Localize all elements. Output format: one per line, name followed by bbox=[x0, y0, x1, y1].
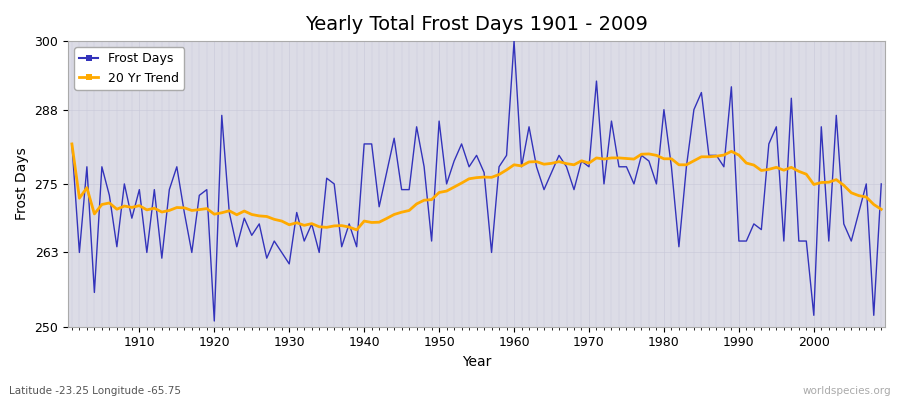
Frost Days bbox=[876, 182, 886, 186]
Frost Days bbox=[127, 216, 138, 220]
X-axis label: Year: Year bbox=[462, 355, 491, 369]
20 Yr Trend bbox=[292, 220, 302, 225]
Frost Days bbox=[524, 124, 535, 129]
20 Yr Trend bbox=[876, 207, 886, 212]
Frost Days bbox=[516, 164, 526, 169]
Text: worldspecies.org: worldspecies.org bbox=[803, 386, 891, 396]
20 Yr Trend bbox=[67, 142, 77, 146]
Frost Days bbox=[508, 39, 519, 44]
Frost Days bbox=[299, 239, 310, 244]
20 Yr Trend bbox=[351, 228, 362, 232]
Line: Frost Days: Frost Days bbox=[72, 41, 881, 321]
Line: 20 Yr Trend: 20 Yr Trend bbox=[72, 144, 881, 230]
20 Yr Trend bbox=[516, 164, 526, 168]
Text: Latitude -23.25 Longitude -65.75: Latitude -23.25 Longitude -65.75 bbox=[9, 386, 181, 396]
Frost Days bbox=[344, 222, 355, 226]
Y-axis label: Frost Days: Frost Days bbox=[15, 148, 29, 220]
Title: Yearly Total Frost Days 1901 - 2009: Yearly Total Frost Days 1901 - 2009 bbox=[305, 15, 648, 34]
Frost Days bbox=[67, 142, 77, 146]
20 Yr Trend bbox=[127, 205, 138, 210]
20 Yr Trend bbox=[337, 223, 347, 228]
Legend: Frost Days, 20 Yr Trend: Frost Days, 20 Yr Trend bbox=[75, 47, 184, 90]
Frost Days bbox=[614, 164, 625, 169]
20 Yr Trend bbox=[606, 156, 616, 160]
20 Yr Trend bbox=[508, 162, 519, 167]
Frost Days bbox=[209, 319, 220, 324]
